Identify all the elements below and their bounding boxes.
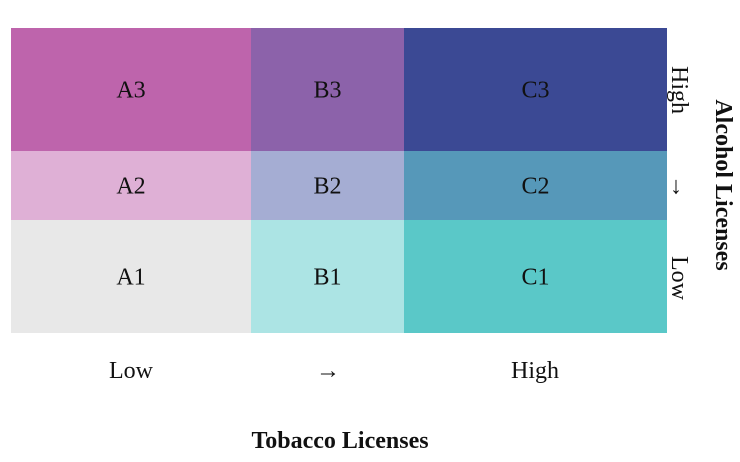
x-tick-low: Low [109, 358, 154, 384]
legend-cell-label-b2: B2 [313, 174, 341, 200]
legend-cell-label-b1: B1 [313, 265, 341, 291]
legend-cell-label-a3: A3 [116, 78, 145, 104]
legend-cell-label-c3: C3 [521, 78, 549, 104]
legend-cell-label-c2: C2 [521, 174, 549, 200]
x-tick-high: High [511, 358, 559, 384]
y-tick-arrow: → [666, 175, 692, 199]
legend-cell-b2 [251, 151, 404, 220]
legend-cell-c3 [404, 28, 667, 151]
legend-cell-a3 [11, 28, 251, 151]
legend-cell-label-c1: C1 [521, 265, 549, 291]
x-axis-title: Tobacco Licenses [251, 428, 428, 454]
legend-cell-c1 [404, 220, 667, 333]
legend-cell-a2 [11, 151, 251, 220]
legend-cell-b3 [251, 28, 404, 151]
x-tick-arrow: → [316, 358, 340, 384]
legend-cell-label-a2: A2 [116, 174, 145, 200]
legend-cell-b1 [251, 220, 404, 333]
y-tick-low: Low [666, 256, 692, 301]
legend-cell-label-a1: A1 [116, 265, 145, 291]
legend-cell-c2 [404, 151, 667, 220]
y-axis-title: Alcohol Licenses [710, 99, 736, 270]
legend-cell-label-b3: B3 [313, 78, 341, 104]
legend-cells: A1 B1 C1 A2 B2 C2 A3 B3 C3 [11, 28, 667, 333]
y-tick-high: High [666, 66, 692, 114]
legend-cell-a1 [11, 220, 251, 333]
